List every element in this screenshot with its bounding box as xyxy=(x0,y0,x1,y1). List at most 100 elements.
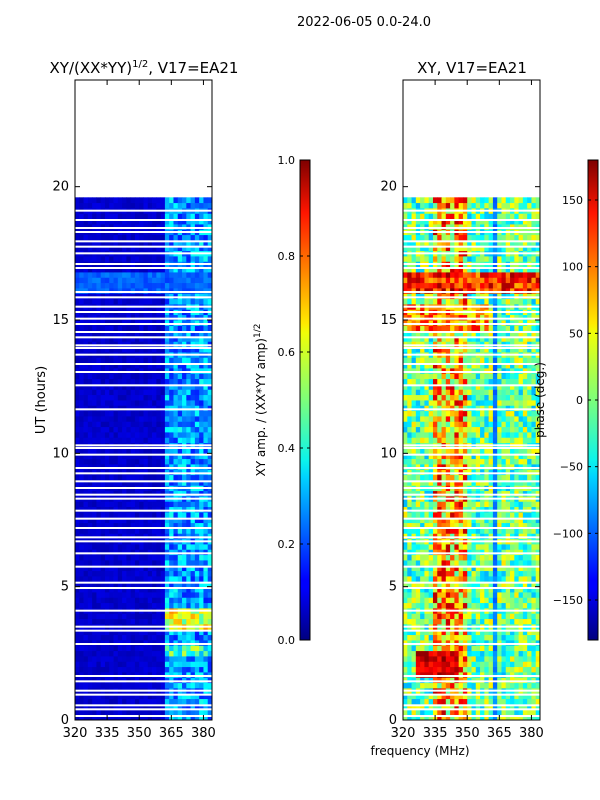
heatmap-cell xyxy=(186,576,191,582)
heatmap-cell xyxy=(160,336,166,342)
heatmap-cell xyxy=(450,698,455,705)
heatmap-cell xyxy=(527,458,532,465)
heatmap-cell xyxy=(126,714,132,721)
heatmap-cell xyxy=(199,234,204,241)
heatmap-cell xyxy=(156,394,162,401)
heatmap-cell xyxy=(505,517,511,524)
heatmap-cell xyxy=(475,656,481,662)
heatmap-cell xyxy=(104,618,110,625)
heatmap-cell xyxy=(147,512,153,518)
heatmap-cell xyxy=(492,506,498,513)
heatmap-cell xyxy=(518,469,524,476)
heatmap-cell xyxy=(173,570,179,577)
heatmap-cell xyxy=(190,245,196,252)
heatmap-cell xyxy=(152,437,157,444)
heatmap-cell xyxy=(190,618,196,625)
heatmap-cell xyxy=(109,565,114,572)
heatmap-cell xyxy=(160,330,166,337)
heatmap-cell xyxy=(514,528,519,534)
heatmap-cell xyxy=(117,506,123,513)
heatmap-cell xyxy=(83,293,89,300)
heatmap-cell xyxy=(117,666,123,673)
heatmap-cell xyxy=(182,213,187,220)
heatmap-cell xyxy=(182,650,187,657)
heatmap-cell xyxy=(203,320,209,326)
heatmap-cell xyxy=(207,437,213,444)
heatmap-cell xyxy=(75,490,80,497)
heatmap-cell xyxy=(126,453,132,460)
heatmap-cell xyxy=(113,298,119,305)
heatmap-cell xyxy=(505,693,511,700)
heatmap-cell xyxy=(87,197,93,204)
heatmap-cell xyxy=(441,544,447,550)
heatmap-cell xyxy=(177,314,183,321)
heatmap-cell xyxy=(100,586,106,593)
heatmap-cell xyxy=(437,448,442,454)
heatmap-cell xyxy=(109,629,114,636)
heatmap-cell xyxy=(420,544,425,550)
heatmap-cell xyxy=(471,565,477,572)
heatmap-cell xyxy=(497,474,502,481)
heatmap-cell xyxy=(492,629,498,636)
heatmap-cell xyxy=(441,480,447,486)
heatmap-cell xyxy=(139,368,144,374)
heatmap-cell xyxy=(113,314,119,321)
heatmap-cell xyxy=(75,613,80,620)
heatmap-cell xyxy=(92,565,97,572)
heatmap-cell xyxy=(497,480,502,486)
heatmap-cell xyxy=(454,698,460,705)
heatmap-cell xyxy=(75,389,80,396)
heatmap-cell xyxy=(527,560,532,566)
heatmap-cell xyxy=(173,405,179,412)
heatmap-cell xyxy=(424,672,430,678)
heatmap-cell xyxy=(100,277,106,284)
heatmap-cell xyxy=(113,368,119,374)
heatmap-cell xyxy=(143,400,149,406)
heatmap-cell xyxy=(199,202,204,209)
heatmap-cell xyxy=(194,293,200,300)
heatmap-cell xyxy=(480,672,485,678)
heatmap-cell xyxy=(471,469,477,476)
heatmap-cell xyxy=(514,656,519,662)
heatmap-cell xyxy=(407,453,412,460)
heatmap-cell xyxy=(203,490,209,497)
heatmap-cell xyxy=(75,400,80,406)
heatmap-cell xyxy=(432,501,438,508)
heatmap-cell xyxy=(130,650,136,657)
heatmap-cell xyxy=(177,602,183,609)
heatmap-cell xyxy=(207,426,213,433)
heatmap-cell xyxy=(190,677,196,684)
heatmap-cell xyxy=(497,602,502,609)
heatmap-cell xyxy=(190,421,196,428)
heatmap-cell xyxy=(134,656,140,662)
heatmap-cell xyxy=(126,384,132,390)
heatmap-cell xyxy=(467,618,472,625)
heatmap-cell xyxy=(535,634,541,641)
heatmap-cell xyxy=(92,362,97,369)
heatmap-cell xyxy=(139,576,144,582)
heatmap-cell xyxy=(527,693,532,700)
heatmap-cell xyxy=(415,512,421,518)
heatmap-cell xyxy=(122,357,127,364)
heatmap-cell xyxy=(415,602,421,609)
heatmap-cell xyxy=(134,298,140,305)
heatmap-cell xyxy=(432,469,438,476)
heatmap-cell xyxy=(420,512,425,518)
heatmap-cell xyxy=(126,197,132,204)
heatmap-cell xyxy=(147,426,153,433)
heatmap-cell xyxy=(450,704,455,710)
heatmap-cell xyxy=(437,698,442,705)
heatmap-cell xyxy=(462,448,468,454)
heatmap-cell xyxy=(122,256,127,262)
heatmap-cell xyxy=(432,554,438,561)
heatmap-cell xyxy=(203,218,209,225)
heatmap-cell xyxy=(75,474,80,481)
heatmap-cell xyxy=(527,592,532,598)
heatmap-cell xyxy=(186,714,191,721)
heatmap-cell xyxy=(501,656,507,662)
heatmap-cell xyxy=(117,426,123,433)
heatmap-cell xyxy=(79,373,84,380)
heatmap-cell xyxy=(79,197,84,204)
heatmap-cell xyxy=(441,656,447,662)
heatmap-cell xyxy=(194,698,200,705)
